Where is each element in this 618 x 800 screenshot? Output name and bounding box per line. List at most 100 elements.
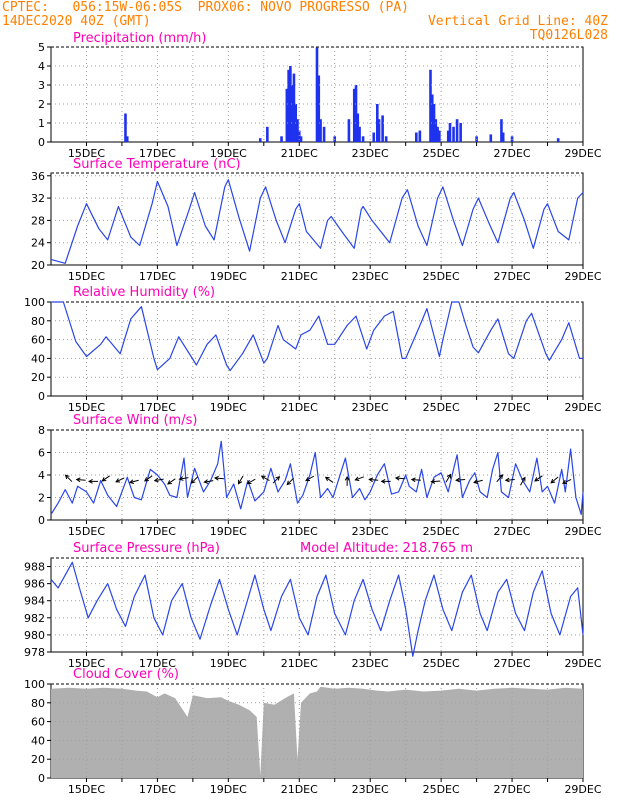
model-altitude-label: Model Altitude: 218.765 m [300,541,473,556]
wind-arrow-head-26 [430,479,436,484]
precip-bar-30 [415,132,418,142]
wind-arrow-head-21 [354,476,360,482]
precip-bar-24 [361,136,365,142]
precip-ytick-label-0: 0 [38,136,45,149]
header-run-date: 14DEC2020 40Z (GMT) [2,14,151,29]
precip-xtick-label-2: 19DEC [210,147,247,160]
wind-arrow-14 [247,478,256,485]
precip-xtick-label-5: 25DEC [423,147,460,160]
precip-bar-19 [347,119,351,142]
wind-xtick-label-2: 19DEC [210,525,247,538]
cloud-xtick-label-2: 19DEC [210,783,247,796]
wind-arrow-head-12 [213,475,219,481]
wind-arrow-12 [214,477,224,480]
temp-xtick-label-2: 19DEC [210,270,247,283]
rh-ytick-label-2: 40 [31,352,45,365]
precip-bar-25 [372,132,376,142]
precip-bar-16 [319,119,322,142]
precip-ytick-label-5: 5 [38,41,45,54]
wind-arrow-head-34 [550,478,556,484]
wind-arrow-26 [431,480,441,483]
wind-arrow-7 [154,478,164,482]
wind-ytick-label-2: 4 [38,469,45,482]
wind-arrow-head-14 [246,479,252,485]
rh-xtick-label-4: 23DEC [352,401,389,414]
rh-ytick-label-3: 60 [31,334,45,347]
precip-xtick-label-7: 29DEC [564,147,601,160]
precip-bar-5 [285,88,289,142]
wind-arrow-27 [445,474,451,483]
wind-arrow-head-15 [260,475,266,480]
precip-bar-14 [315,47,319,142]
header-grid-line: Vertical Grid Line: 40Z [427,14,608,29]
wind-arrow-head-8 [167,480,172,485]
wind-arrow-31 [505,478,515,481]
precip-ytick-label-4: 4 [38,60,45,73]
cloud-panel-title: Cloud Cover (%) [73,667,179,682]
cloud-ytick-label-4: 80 [31,697,45,710]
precip-bar-9 [292,73,296,142]
wind-ytick-label-3: 6 [38,447,45,460]
wind-arrow-head-24 [394,475,400,481]
wind-arrow-head-0 [64,474,70,480]
precip-bar-40 [452,126,455,142]
wind-arrow-head-5 [128,479,135,484]
precip-bar-13 [299,136,303,142]
rh-xtick-label-6: 27DEC [494,401,531,414]
wind-arrow-head-3 [101,477,107,482]
pressure-xtick-label-6: 27DEC [494,657,531,670]
precip-bar-0 [124,113,127,142]
temp-xtick-label-4: 23DEC [352,270,389,283]
wind-arrow-24 [395,477,405,480]
wind-arrow-32 [520,477,526,486]
wind-panel-title: Surface Wind (m/s) [73,413,197,428]
wind-arrow-21 [355,476,364,481]
wind-arrow-head-1 [75,477,81,483]
precip-panel-title: Precipitation (mm/h) [73,31,206,46]
precip-bar-38 [446,130,450,142]
wind-arrow-head-33 [534,477,540,482]
pressure-ytick-label-0: 978 [24,646,45,659]
wind-arrow-6 [144,475,153,482]
pressure-xtick-label-4: 23DEC [352,657,389,670]
rh-xtick-label-1: 17DEC [139,401,176,414]
wind-arrow-3 [102,475,110,482]
cloud-xtick-label-3: 21DEC [281,783,318,796]
wind-arrow-head-25 [410,477,416,483]
cloud-xtick-label-5: 25DEC [423,783,460,796]
wind-arrow-35 [562,479,572,484]
wind-arrow-13 [238,475,244,485]
precip-xtick-label-3: 21DEC [281,147,318,160]
wind-arrow-8 [167,478,176,485]
temp-ytick-label-4: 36 [31,170,45,183]
precip-bar-29 [384,136,388,142]
precip-bar-20 [352,88,356,142]
precip-bar-42 [459,123,462,142]
cloud-xtick-label-4: 23DEC [352,783,389,796]
precip-bar-27 [377,119,381,142]
wind-ytick-label-4: 8 [38,424,45,437]
wind-arrow-34 [550,476,559,484]
cloud-xtick-label-1: 17DEC [139,783,176,796]
precip-bar-22 [356,113,360,142]
pressure-ytick-label-2: 982 [24,612,45,625]
pressure-xtick-label-2: 19DEC [210,657,247,670]
header-station-line: CPTEC: 056:15W-06:05S PROX06: NOVO PROGR… [2,0,409,15]
cloud-xtick-label-6: 27DEC [494,783,531,796]
precip-bar-39 [448,123,452,142]
temp-ytick-label-3: 32 [31,192,45,205]
precip-xtick-label-0: 15DEC [68,147,105,160]
rh-ytick-label-5: 100 [24,296,45,309]
precip-bar-31 [418,130,422,142]
wind-arrow-head-16 [275,475,281,481]
wind-arrow-0 [65,474,73,482]
wind-arrow-head-18 [305,476,311,482]
pressure-ytick-label-3: 984 [24,595,45,608]
pressure-ytick-label-1: 980 [24,629,45,642]
cloud-cover-area [51,686,583,778]
wind-arrow-head-20 [344,475,350,481]
precip-bar-1 [125,136,129,142]
precip-xtick-label-1: 17DEC [139,147,176,160]
pressure-xtick-label-1: 17DEC [139,657,176,670]
wind-arrow-30 [496,474,503,483]
